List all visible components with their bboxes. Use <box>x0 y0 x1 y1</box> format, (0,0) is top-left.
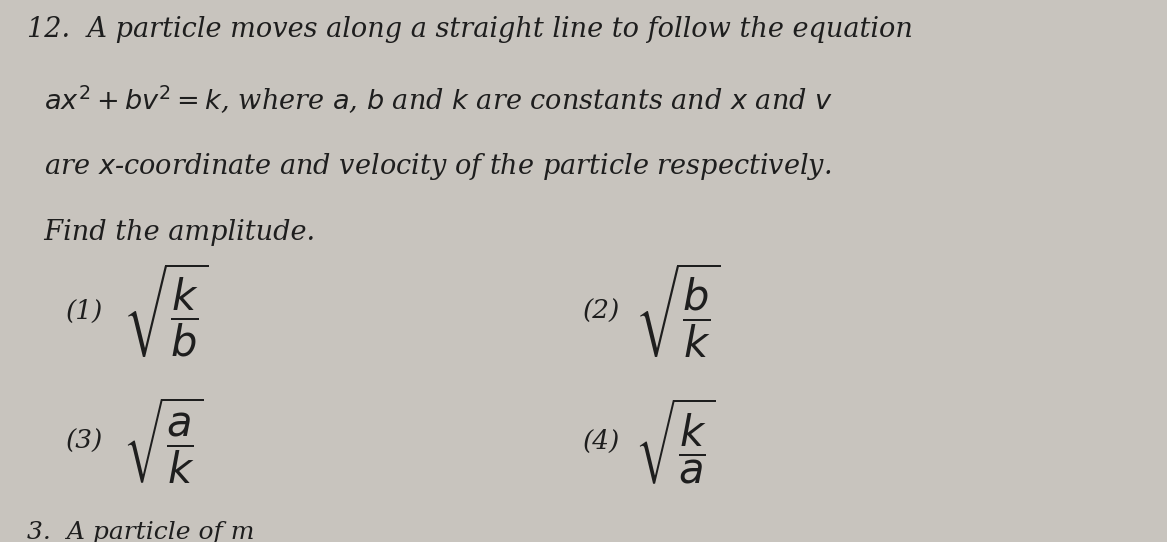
Text: $ax^2 + bv^2 = k$, where $a$, $b$ and $k$ are constants and $x$ and $v$: $ax^2 + bv^2 = k$, where $a$, $b$ and $k… <box>27 84 833 116</box>
Text: $\sqrt{\dfrac{k}{a}}$: $\sqrt{\dfrac{k}{a}}$ <box>635 396 717 486</box>
Text: Find the amplitude.: Find the amplitude. <box>27 218 315 246</box>
Text: $\sqrt{\dfrac{b}{k}}$: $\sqrt{\dfrac{b}{k}}$ <box>635 262 721 360</box>
Text: $\sqrt{\dfrac{a}{k}}$: $\sqrt{\dfrac{a}{k}}$ <box>124 396 204 486</box>
Text: 3.  A particle of m: 3. A particle of m <box>27 521 254 542</box>
Text: are $x$-coordinate and velocity of the particle respectively.: are $x$-coordinate and velocity of the p… <box>27 151 831 182</box>
Text: 12.  A particle moves along a straight line to follow the equation: 12. A particle moves along a straight li… <box>27 16 913 43</box>
Text: (2): (2) <box>582 299 620 324</box>
Text: (4): (4) <box>582 429 620 454</box>
Text: (3): (3) <box>65 429 103 454</box>
Text: (1): (1) <box>65 299 103 324</box>
Text: $\sqrt{\dfrac{k}{b}}$: $\sqrt{\dfrac{k}{b}}$ <box>124 262 209 360</box>
